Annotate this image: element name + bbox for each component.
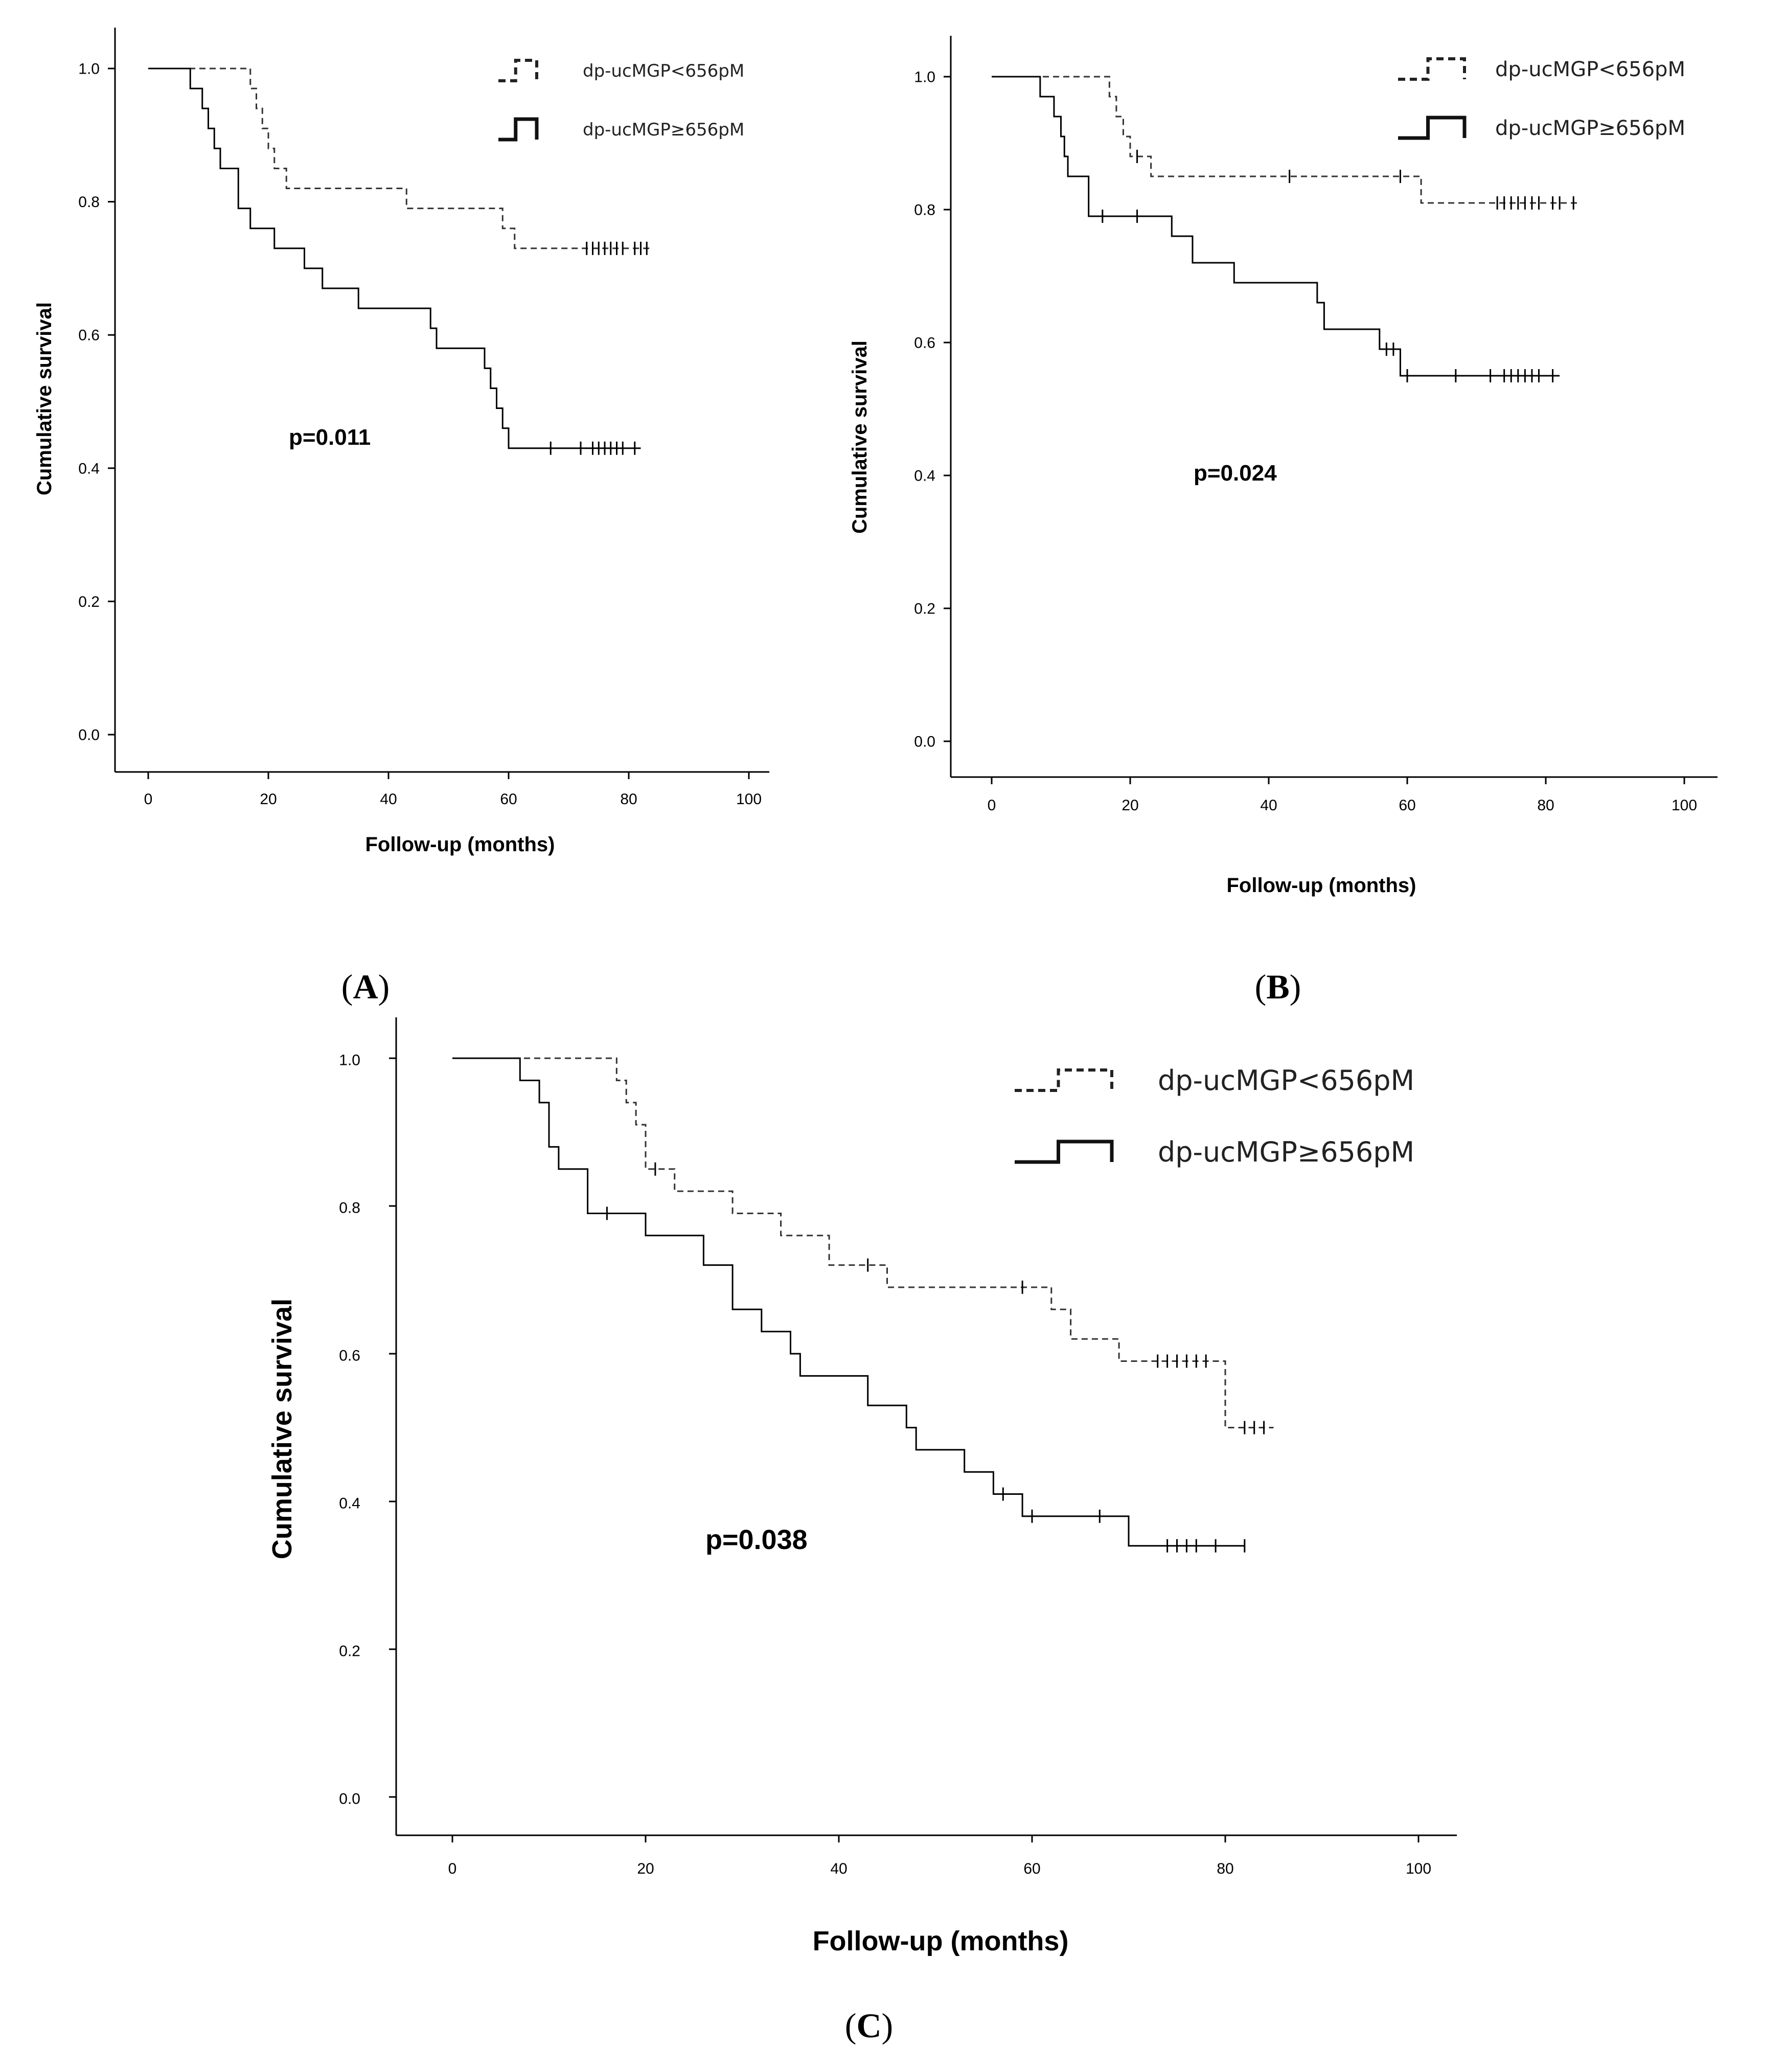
- y-tick-label: 0.4: [339, 1495, 360, 1512]
- legend-swatch-dashed: [1398, 57, 1466, 81]
- y-tick-label: 0.6: [914, 335, 935, 352]
- x-tick-label: 60: [500, 791, 517, 808]
- legend-label: dp-ucMGP≥656pM: [1158, 1136, 1414, 1168]
- x-tick-label: 80: [620, 791, 637, 808]
- x-tick-label: 100: [1672, 797, 1697, 814]
- series-line-low: [992, 76, 1581, 204]
- x-tick-label: 0: [988, 797, 996, 814]
- x-tick-label: 0: [144, 791, 153, 808]
- y-tick-label: 0.0: [914, 734, 935, 750]
- p-value: p=0.011: [289, 425, 371, 450]
- series-line-high: [992, 76, 1560, 377]
- y-tick-label: 0.2: [78, 594, 100, 610]
- x-tick-label: 60: [1399, 797, 1415, 814]
- y-axis-title: Cumulative survival: [33, 302, 56, 495]
- y-tick-label: 0.8: [78, 194, 100, 211]
- panel-letter: B: [1266, 967, 1289, 1006]
- chart-panel-c: 0.0 0.2 0.4 0.6 0.8 1.0 0 20 40 60 80 100 Follow-up …: [267, 1017, 1457, 2045]
- chart-panel-b: 0.0 0.2 0.4 0.6 0.8 1.0 0 20 40 60 80 100 Follow-up …: [849, 36, 1718, 1006]
- x-tick-label: 40: [1260, 797, 1277, 814]
- panel-label: (B): [1255, 967, 1301, 1006]
- y-tick-label: 0.6: [78, 327, 100, 344]
- panel-letter: C: [856, 2006, 881, 2045]
- legend-swatch-solid: [498, 117, 539, 142]
- y-tick-label: 0.0: [339, 1790, 360, 1807]
- x-tick-label: 20: [637, 1860, 654, 1877]
- legend-swatch-dashed: [498, 59, 538, 82]
- legend-swatch-solid: [1015, 1140, 1114, 1164]
- x-axis-title: Follow-up (months): [1226, 874, 1416, 897]
- x-axis-title: Follow-up (months): [813, 1926, 1069, 1956]
- legend-label: dp-ucMGP<656pM: [583, 61, 744, 81]
- y-tick-label: 1.0: [339, 1052, 360, 1068]
- panel-letter: A: [353, 967, 378, 1006]
- x-tick-label: 100: [736, 791, 762, 808]
- x-axis-title: Follow-up (months): [365, 833, 555, 856]
- x-tick-label: 20: [1122, 797, 1138, 814]
- y-axis-title: Cumulative survival: [267, 1299, 298, 1559]
- x-tick-label: 40: [380, 791, 397, 808]
- y-tick-label: 0.2: [914, 601, 935, 618]
- legend-label: dp-ucMGP≥656pM: [1495, 117, 1685, 140]
- x-tick-label: 80: [1217, 1860, 1233, 1877]
- series-line-high: [148, 67, 641, 449]
- legend-label: dp-ucMGP<656pM: [1495, 58, 1685, 81]
- p-value: p=0.024: [1194, 461, 1277, 486]
- y-tick-label: 0.2: [339, 1643, 360, 1659]
- y-tick-label: 0.0: [78, 727, 100, 744]
- x-tick-label: 40: [830, 1860, 847, 1877]
- legend-swatch-solid: [1398, 116, 1467, 140]
- chart-panel-a: 0.0 0.2 0.4 0.6 0.8 1.0 0 20 40 60 80 100 Follow-up …: [33, 28, 769, 1006]
- y-tick-label: 0.8: [339, 1199, 360, 1216]
- y-tick-label: 0.4: [914, 468, 935, 485]
- y-axis-title: Cumulative survival: [849, 340, 871, 534]
- series-line-high: [452, 1057, 1245, 1547]
- legend-swatch-dashed: [1015, 1068, 1113, 1092]
- y-tick-label: 1.0: [914, 69, 935, 86]
- x-tick-label: 60: [1023, 1860, 1040, 1877]
- y-tick-label: 0.8: [914, 202, 935, 219]
- x-tick-label: 0: [448, 1860, 457, 1877]
- series-line-low: [452, 1057, 1274, 1428]
- p-value: p=0.038: [705, 1524, 808, 1555]
- x-tick-label: 20: [260, 791, 277, 808]
- legend-label: dp-ucMGP<656pM: [1158, 1064, 1414, 1097]
- y-tick-label: 0.6: [339, 1347, 360, 1364]
- panel-label: (C): [845, 2006, 893, 2045]
- panel-label: (A): [341, 967, 390, 1006]
- legend-label: dp-ucMGP≥656pM: [583, 120, 744, 140]
- y-tick-label: 1.0: [78, 61, 100, 78]
- series-line-low: [148, 67, 653, 249]
- x-tick-label: 100: [1406, 1860, 1431, 1877]
- y-tick-label: 0.4: [78, 460, 100, 477]
- x-tick-label: 80: [1537, 797, 1554, 814]
